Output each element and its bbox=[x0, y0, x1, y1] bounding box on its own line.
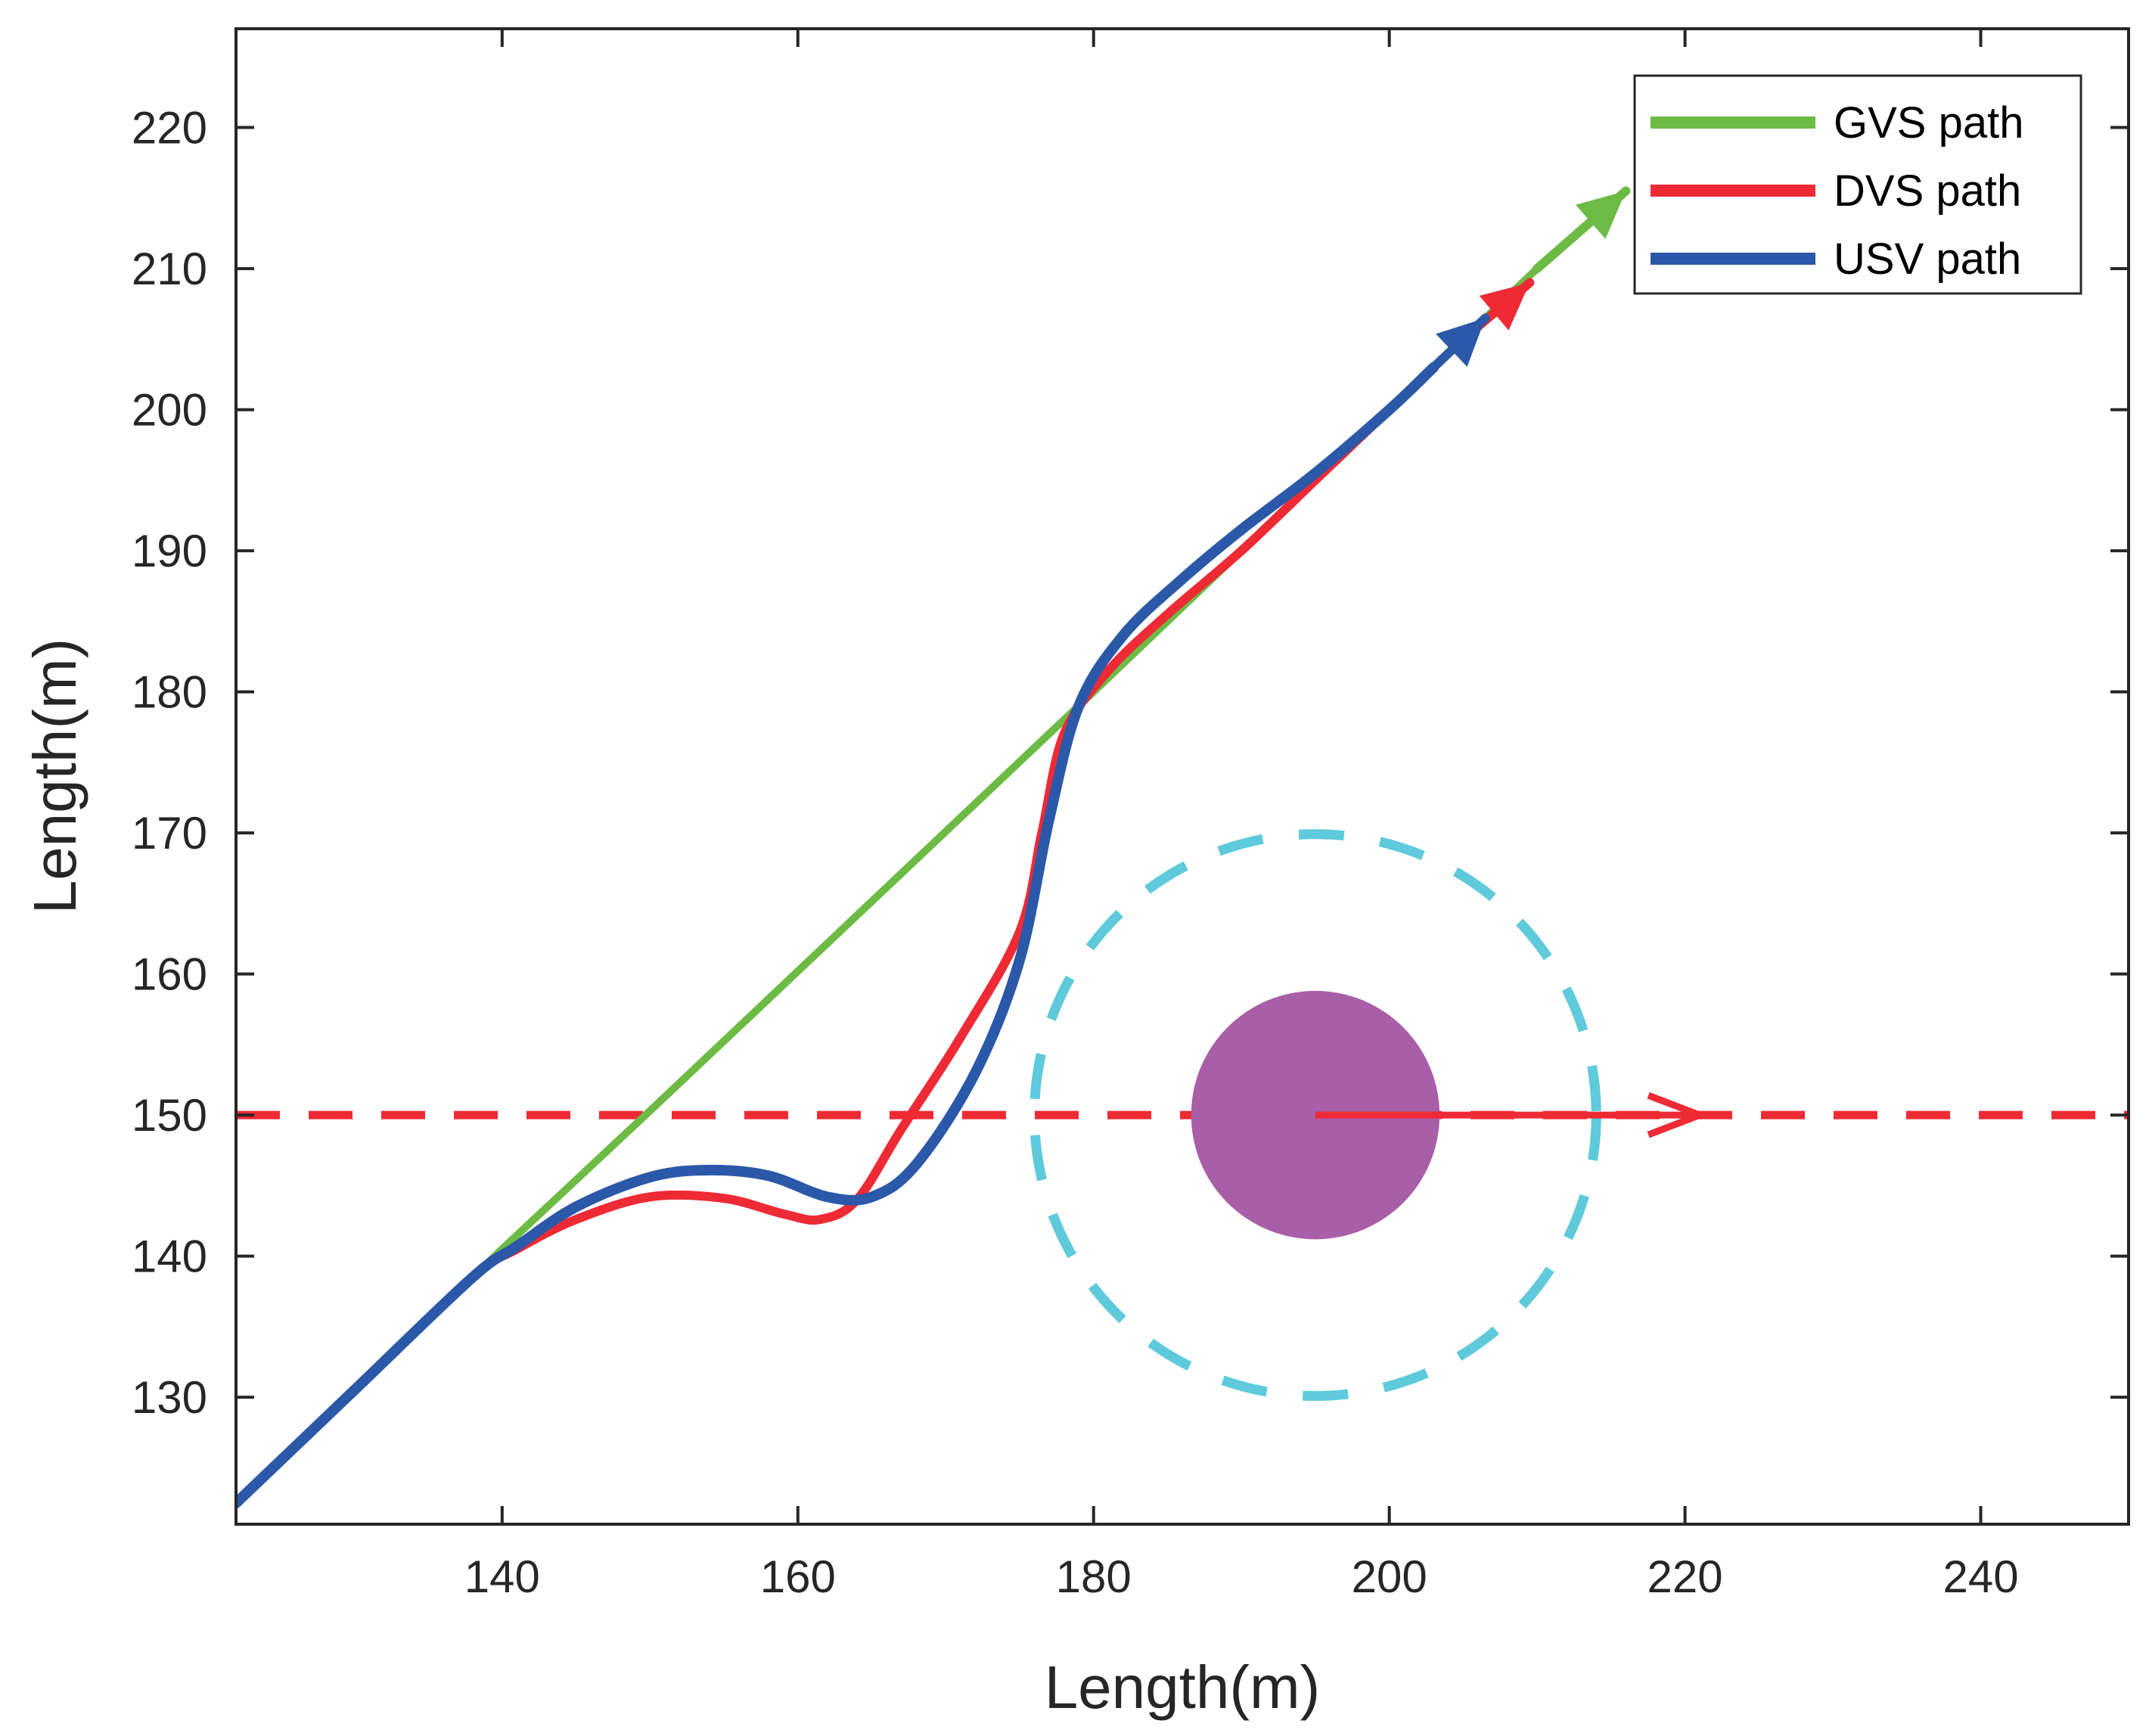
x-tick-label: 180 bbox=[1056, 1551, 1132, 1602]
y-tick-label: 200 bbox=[132, 385, 207, 436]
series-line-usv-path bbox=[236, 362, 1439, 1508]
y-axis-label: Length(m) bbox=[21, 638, 89, 915]
y-tick-label: 140 bbox=[132, 1231, 207, 1282]
y-tick-label: 130 bbox=[132, 1372, 207, 1423]
x-tick-label: 160 bbox=[760, 1551, 836, 1602]
y-tick-label: 160 bbox=[132, 949, 207, 1000]
x-tick-label: 140 bbox=[464, 1551, 540, 1602]
x-axis-label: Length(m) bbox=[1045, 1654, 1321, 1721]
legend-label-dvs-path: DVS path bbox=[1834, 166, 2021, 216]
heading-arrowhead-dvs-path bbox=[1479, 282, 1530, 331]
obstacle-velocity-arrowhead bbox=[1647, 1092, 1710, 1138]
heading-arrowhead-usv-path bbox=[1436, 318, 1486, 367]
legend-label-usv-path: USV path bbox=[1834, 234, 2021, 284]
legend-label-gvs-path: GVS path bbox=[1834, 98, 2023, 148]
heading-arrowhead-gvs-path bbox=[1575, 191, 1626, 239]
y-tick-label: 210 bbox=[132, 244, 207, 294]
y-tick-label: 170 bbox=[132, 808, 207, 859]
axes-box bbox=[234, 27, 2130, 1526]
y-tick-label: 220 bbox=[132, 103, 207, 154]
x-axis-ticks: 140 160 180 200 220 240 bbox=[464, 29, 2019, 1602]
y-tick-label: 180 bbox=[132, 667, 207, 718]
x-tick-label: 200 bbox=[1352, 1551, 1427, 1602]
y-tick-label: 190 bbox=[132, 526, 207, 576]
series-layer bbox=[236, 186, 1631, 1508]
y-tick-label: 150 bbox=[132, 1090, 207, 1141]
x-tick-label: 240 bbox=[1942, 1551, 2018, 1602]
legend: GVS path DVS path USV path bbox=[1633, 74, 2082, 295]
x-tick-label: 220 bbox=[1647, 1551, 1723, 1602]
y-axis-ticks: 130 140 150 160 170 180 190 200 210 220 bbox=[132, 103, 2129, 1423]
